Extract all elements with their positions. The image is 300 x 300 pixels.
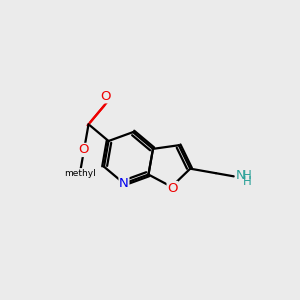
- Text: methyl: methyl: [64, 169, 96, 178]
- Text: H: H: [242, 169, 251, 182]
- Text: O: O: [100, 90, 111, 103]
- Text: N: N: [236, 169, 245, 182]
- Text: O: O: [78, 143, 88, 156]
- Text: O: O: [167, 182, 178, 194]
- Text: N: N: [119, 177, 129, 190]
- Text: H: H: [242, 175, 251, 188]
